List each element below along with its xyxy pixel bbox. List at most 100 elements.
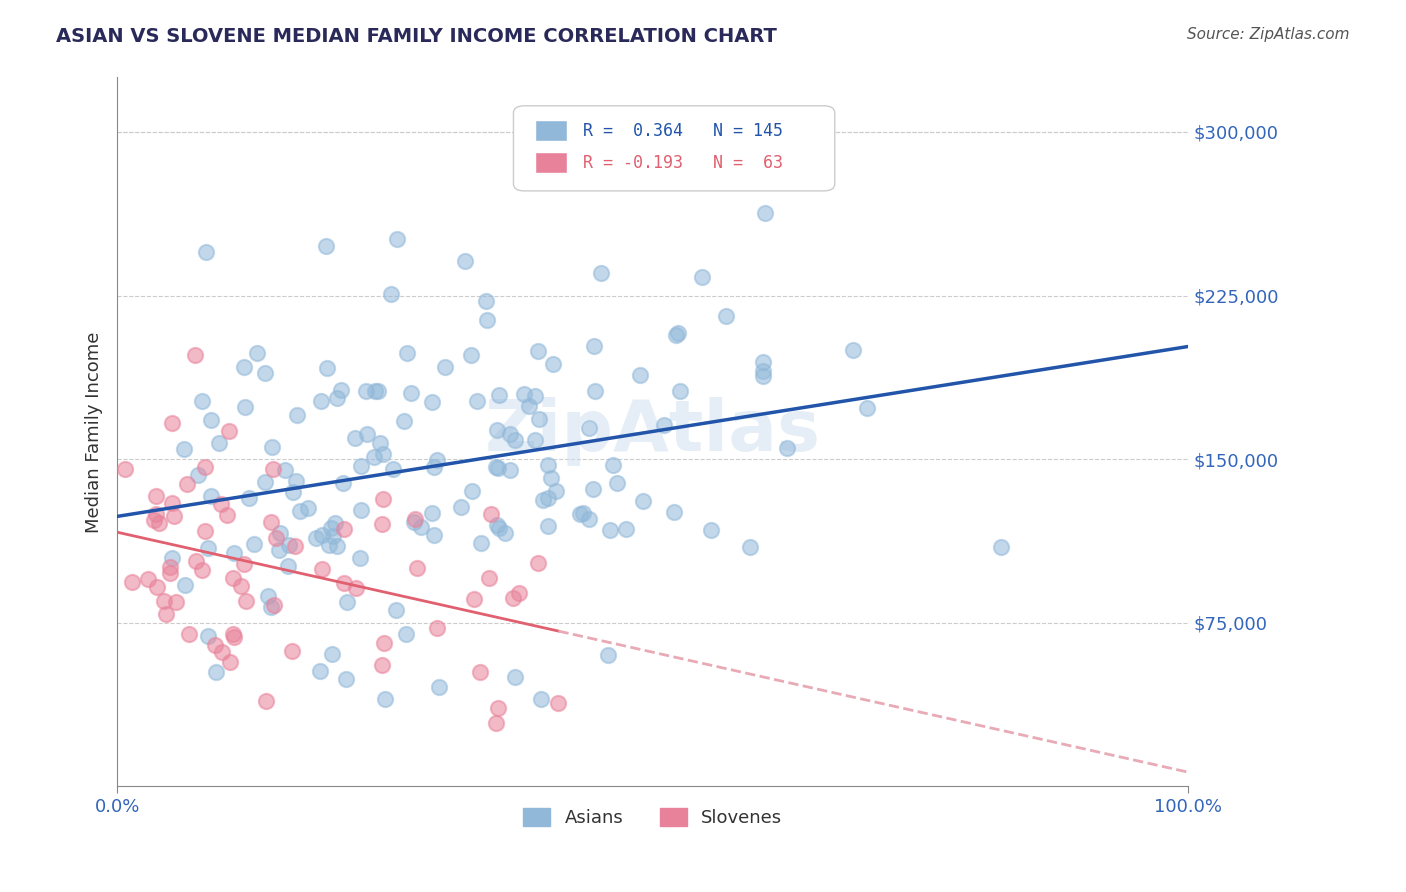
Point — [461, 483, 484, 498]
Point — [392, 414, 415, 428]
Point — [209, 497, 232, 511]
Point — [315, 360, 337, 375]
Point — [460, 348, 482, 362]
Point — [599, 523, 621, 537]
Point — [751, 369, 773, 384]
Point — [349, 551, 371, 566]
Point — [479, 508, 502, 522]
Point — [662, 505, 685, 519]
Point — [194, 244, 217, 259]
Point — [463, 591, 485, 606]
Point — [652, 417, 675, 432]
Point — [322, 529, 344, 543]
Point — [254, 366, 277, 380]
Point — [333, 576, 356, 591]
Point — [406, 561, 429, 575]
Point — [636, 151, 658, 165]
Point — [309, 664, 332, 678]
Point — [434, 360, 457, 375]
FancyBboxPatch shape — [513, 106, 835, 191]
Point — [219, 655, 242, 669]
Point — [254, 694, 277, 708]
Point — [160, 416, 183, 430]
Point — [503, 433, 526, 447]
Point — [325, 540, 347, 554]
Point — [163, 509, 186, 524]
Point — [145, 490, 167, 504]
Point — [243, 537, 266, 551]
Point — [399, 386, 422, 401]
Point — [571, 506, 593, 520]
Point — [524, 389, 547, 403]
Point — [350, 502, 373, 516]
Point — [478, 571, 501, 585]
Point — [204, 665, 226, 679]
Point — [423, 460, 446, 475]
Point — [517, 399, 540, 413]
Point — [494, 526, 516, 541]
Point — [527, 556, 550, 570]
Point — [262, 462, 284, 476]
Point — [700, 523, 723, 537]
Point — [499, 463, 522, 477]
Text: ZipAtlas: ZipAtlas — [485, 398, 821, 467]
Point — [354, 384, 377, 398]
Point — [329, 384, 352, 398]
Point — [218, 424, 240, 438]
Point — [159, 566, 181, 580]
Point — [488, 388, 510, 402]
Point — [142, 513, 165, 527]
Point — [264, 531, 287, 545]
Point — [114, 462, 136, 476]
Point — [197, 629, 219, 643]
Point — [222, 627, 245, 641]
Point — [470, 536, 492, 550]
Point — [238, 491, 260, 505]
Point — [194, 524, 217, 539]
Legend: Asians, Slovenes: Asians, Slovenes — [516, 800, 789, 834]
Point — [281, 485, 304, 500]
Point — [373, 636, 395, 650]
Point — [628, 368, 651, 383]
Point — [315, 239, 337, 253]
Bar — [534, 152, 567, 173]
Point — [197, 541, 219, 555]
Point — [285, 408, 308, 422]
Point — [486, 701, 509, 715]
Point — [513, 386, 536, 401]
Point — [633, 493, 655, 508]
Bar — [534, 120, 567, 141]
Point — [690, 270, 713, 285]
Point — [187, 468, 209, 483]
Point — [363, 450, 385, 464]
Point — [606, 475, 628, 490]
Point — [173, 578, 195, 592]
Point — [485, 716, 508, 731]
Point — [121, 574, 143, 589]
Point — [582, 482, 605, 496]
Point — [543, 357, 565, 371]
Text: ASIAN VS SLOVENE MEDIAN FAMILY INCOME CORRELATION CHART: ASIAN VS SLOVENE MEDIAN FAMILY INCOME CO… — [56, 27, 778, 45]
Point — [475, 294, 498, 309]
Point — [326, 391, 349, 405]
Text: R =  0.364   N = 145: R = 0.364 N = 145 — [583, 121, 783, 140]
Point — [246, 346, 269, 360]
Point — [173, 442, 195, 457]
Point — [297, 501, 319, 516]
Point — [423, 528, 446, 542]
Y-axis label: Median Family Income: Median Family Income — [86, 331, 103, 533]
Point — [222, 546, 245, 560]
Point — [350, 459, 373, 474]
Point — [664, 328, 686, 343]
Point — [591, 266, 613, 280]
Point — [841, 343, 863, 357]
Point — [527, 343, 550, 358]
Point — [235, 594, 257, 608]
Point — [752, 364, 775, 378]
Point — [318, 538, 340, 552]
Point — [602, 458, 624, 472]
Point — [222, 571, 245, 585]
Point — [380, 287, 402, 301]
Point — [990, 541, 1012, 555]
Point — [211, 645, 233, 659]
